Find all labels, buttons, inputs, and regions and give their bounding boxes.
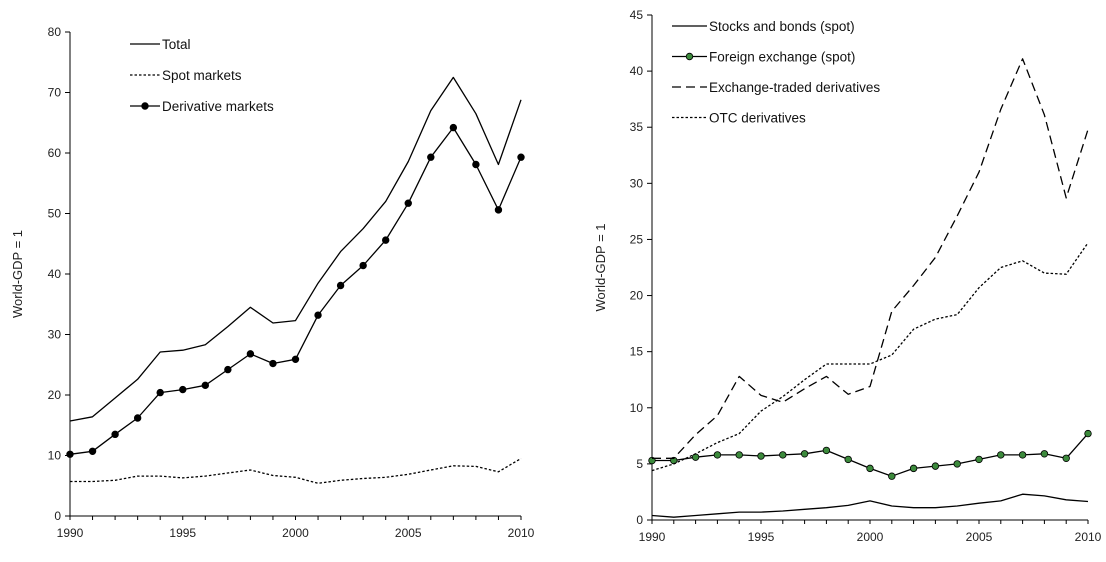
right-chart: 0 5 10 15 20 25 30 35 40 45 1990 1995 2000 2005 2010 Wo… (593, 8, 1102, 544)
left-legend-marker (141, 102, 149, 110)
right-data-point (975, 455, 983, 464)
left-data-point (224, 365, 232, 374)
left-y-tick-label: 10 (48, 449, 62, 463)
left-x-tick-label: 2010 (508, 526, 535, 540)
left-y-tick-label: 80 (48, 25, 62, 39)
left-data-point (336, 281, 345, 290)
right-data-point (953, 460, 961, 468)
left-legend-label: Derivative markets (162, 99, 274, 114)
left-data-point (88, 447, 97, 455)
left-data-point (517, 153, 525, 161)
right-y-tick-label: 35 (630, 120, 644, 134)
left-data-point (111, 430, 119, 439)
left-y-axis-label: World-GDP = 1 (10, 230, 25, 318)
right-y-axis-label: World-GDP = 1 (593, 223, 608, 311)
left-x-tick-label: 1995 (169, 526, 196, 540)
right-data-point (866, 464, 874, 473)
left-data-point (427, 153, 435, 161)
right-x-tick-label: 2010 (1075, 530, 1102, 544)
left-y-tick-label: 50 (48, 207, 62, 221)
left-y-tick-label: 60 (48, 146, 62, 160)
left-y-tick-label: 40 (48, 267, 62, 281)
right-data-point (757, 452, 765, 460)
right-data-point (822, 446, 831, 455)
left-data-point (179, 385, 187, 394)
right-series-line-stocks-and-bonds-spot (651, 493, 1089, 518)
left-chart: 0 10 20 30 40 50 60 70 80 1990 1995 2000 2005 2010 Wor… (10, 25, 535, 540)
right-y-tick-label: 10 (630, 401, 644, 415)
right-y-tick-label: 0 (636, 513, 643, 527)
left-data-point (359, 261, 367, 270)
right-y-tick-label: 30 (630, 176, 644, 190)
left-data-point (269, 359, 277, 368)
right-data-point (997, 451, 1005, 459)
left-x-tick-label: 2005 (395, 526, 422, 540)
left-y-tick-label: 20 (48, 388, 62, 402)
left-y-tick-label: 70 (48, 86, 62, 100)
left-data-point (494, 206, 503, 214)
right-data-point (800, 450, 809, 458)
left-data-point (314, 311, 322, 319)
right-y-tick-label: 20 (630, 289, 644, 303)
right-data-point (1040, 450, 1049, 458)
right-series-line-otc-derivatives (651, 242, 1089, 472)
right-data-point (713, 451, 722, 459)
right-y-tick-label: 40 (630, 64, 644, 78)
right-data-point (1018, 451, 1027, 459)
left-x-tick-label: 2000 (282, 526, 309, 540)
left-series-line-total (69, 76, 522, 422)
right-y-tick-label: 45 (630, 8, 644, 22)
right-legend-label: Foreign exchange (spot) (709, 50, 855, 65)
right-data-point (1084, 429, 1092, 438)
right-y-tick-label: 5 (636, 457, 643, 471)
right-x-tick-label: 1995 (748, 530, 775, 544)
left-x-tick-label: 1990 (57, 526, 84, 540)
right-legend-label: OTC derivatives (709, 111, 806, 126)
right-data-point (931, 462, 940, 470)
right-data-point (844, 455, 852, 464)
right-data-point (691, 453, 700, 461)
left-data-point (472, 160, 480, 169)
right-x-tick-label: 1990 (639, 530, 666, 544)
left-data-point (246, 350, 255, 358)
right-x-tick-label: 2005 (966, 530, 993, 544)
right-data-point (735, 451, 743, 459)
left-data-point (404, 199, 412, 207)
right-y-tick-label: 25 (630, 232, 644, 246)
left-legend-label: Spot markets (162, 68, 242, 83)
left-data-point (449, 123, 458, 132)
right-data-point (888, 472, 896, 480)
right-data-point (1062, 454, 1070, 462)
left-data-point (156, 388, 164, 397)
right-series-line-exchange-traded-derivatives (652, 58, 1089, 459)
left-data-point (291, 355, 300, 364)
right-data-point (909, 464, 918, 473)
right-legend-label: Stocks and bonds (spot) (709, 19, 855, 34)
right-legend-label: Exchange-traded derivatives (709, 80, 880, 95)
left-data-point (201, 381, 209, 390)
left-data-point (66, 450, 74, 458)
left-y-tick-label: 30 (48, 328, 62, 342)
left-data-point (382, 236, 390, 244)
left-series-line-derivative-markets (69, 126, 522, 455)
right-data-point (779, 451, 787, 459)
left-y-tick-label: 0 (54, 509, 61, 523)
right-x-tick-label: 2000 (857, 530, 884, 544)
left-data-point (133, 414, 142, 422)
right-legend-marker (685, 52, 694, 61)
left-legend-label: Total (162, 37, 191, 52)
right-y-tick-label: 15 (630, 345, 644, 359)
left-series-line-spot-markets (70, 457, 522, 484)
